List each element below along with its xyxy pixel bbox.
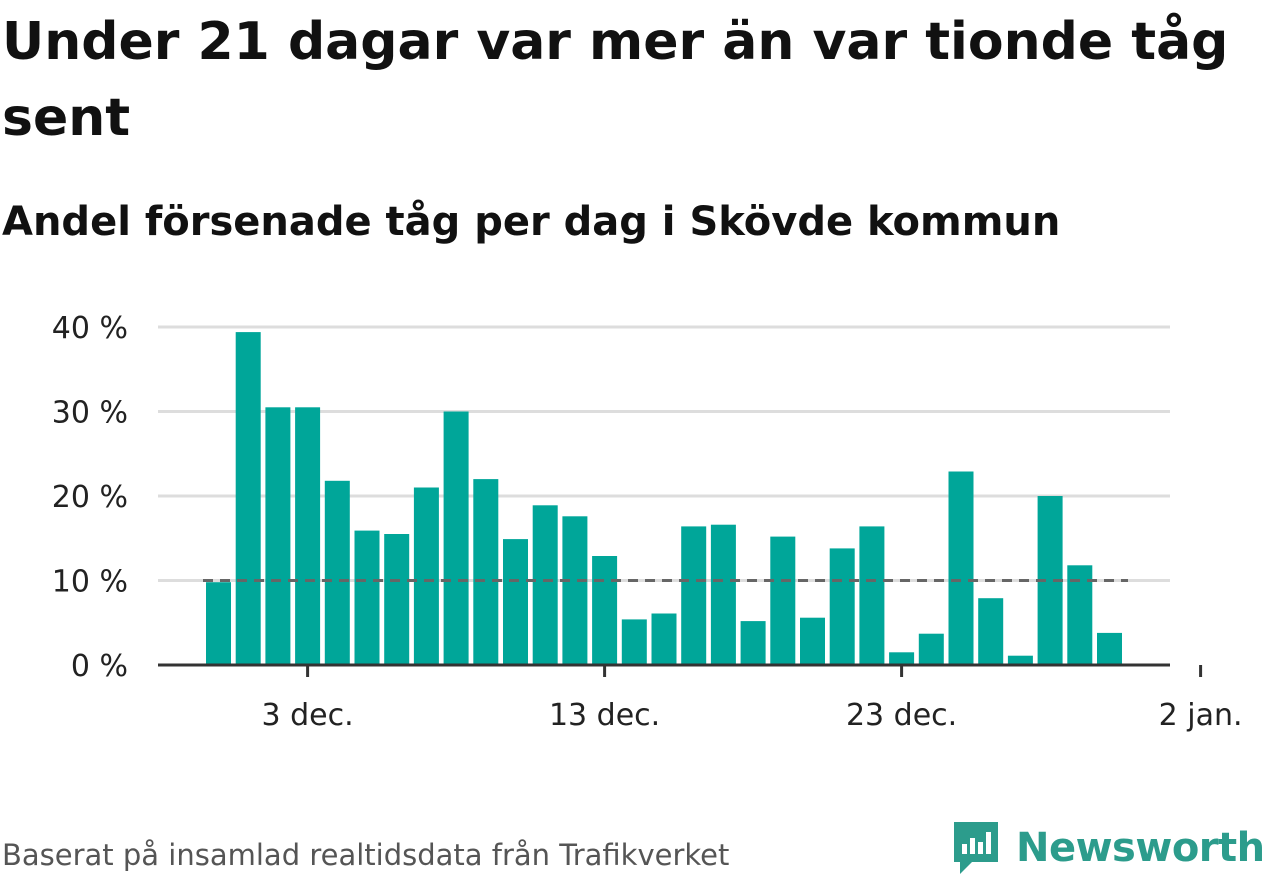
bar-29-dec bbox=[1097, 632, 1122, 665]
source-note: Baserat på insamlad realtidsdata från Tr… bbox=[2, 838, 730, 872]
bar-20-dec bbox=[829, 548, 855, 665]
bar-25-dec bbox=[978, 598, 1004, 665]
bar-2-dec bbox=[295, 407, 321, 665]
bar-15-dec bbox=[681, 526, 707, 665]
bar-13-dec bbox=[621, 619, 647, 665]
x-tick-label: 3 dec. bbox=[262, 698, 354, 733]
y-tick-label: 30 % bbox=[52, 396, 128, 431]
bar-chart: 3 dec. 13 dec. 23 dec. 2 jan. 0 % 10 % 20 % 30… bbox=[52, 311, 1243, 733]
y-axis-ticks: 0 % 10 % 20 % 30 % 40 % bbox=[52, 311, 128, 684]
newsworthy-logo-icon bbox=[954, 822, 998, 874]
bar-1-dec bbox=[265, 407, 291, 665]
x-tick-label: 13 dec. bbox=[549, 698, 660, 733]
bar-17-dec bbox=[740, 621, 766, 665]
bar-22-dec bbox=[889, 652, 915, 665]
bar-4-dec bbox=[354, 530, 380, 665]
x-axis-ticks: 3 dec. 13 dec. 23 dec. 2 jan. bbox=[262, 665, 1243, 733]
bar-14-dec bbox=[651, 613, 677, 665]
bar-30-nov bbox=[235, 332, 261, 665]
bar-3-dec bbox=[324, 480, 350, 665]
brand-name: Newsworthy bbox=[1016, 825, 1262, 871]
y-tick-label: 10 % bbox=[52, 565, 128, 600]
bar-16-dec bbox=[710, 524, 736, 665]
x-tick-label: 23 dec. bbox=[846, 698, 957, 733]
y-tick-label: 20 % bbox=[52, 480, 128, 515]
x-tick-label: 2 jan. bbox=[1159, 698, 1243, 733]
chart-title: Under 21 dagar var mer än var tionde tåg… bbox=[2, 12, 1229, 148]
bar-6-dec bbox=[413, 487, 439, 665]
bar-9-dec bbox=[503, 539, 528, 665]
bars bbox=[206, 332, 1122, 665]
bar-26-dec bbox=[1007, 655, 1033, 665]
bar-7-dec bbox=[443, 411, 469, 665]
bar-5-dec bbox=[384, 534, 410, 665]
bar-12-dec bbox=[592, 556, 618, 665]
bar-29-nov bbox=[206, 582, 231, 665]
bar-19-dec bbox=[800, 617, 825, 665]
bar-8-dec bbox=[473, 479, 499, 665]
bar-10-dec bbox=[532, 505, 558, 665]
brand-logo: Newsworthy bbox=[950, 818, 1262, 878]
y-tick-label: 40 % bbox=[52, 311, 128, 346]
bar-18-dec bbox=[770, 536, 796, 665]
y-tick-label: 0 % bbox=[71, 649, 128, 684]
chart-subtitle: Andel försenade tåg per dag i Skövde kom… bbox=[2, 199, 1061, 245]
bar-21-dec bbox=[859, 526, 885, 665]
bar-11-dec bbox=[562, 516, 588, 665]
bar-24-dec bbox=[948, 471, 974, 665]
bar-23-dec bbox=[918, 633, 944, 665]
